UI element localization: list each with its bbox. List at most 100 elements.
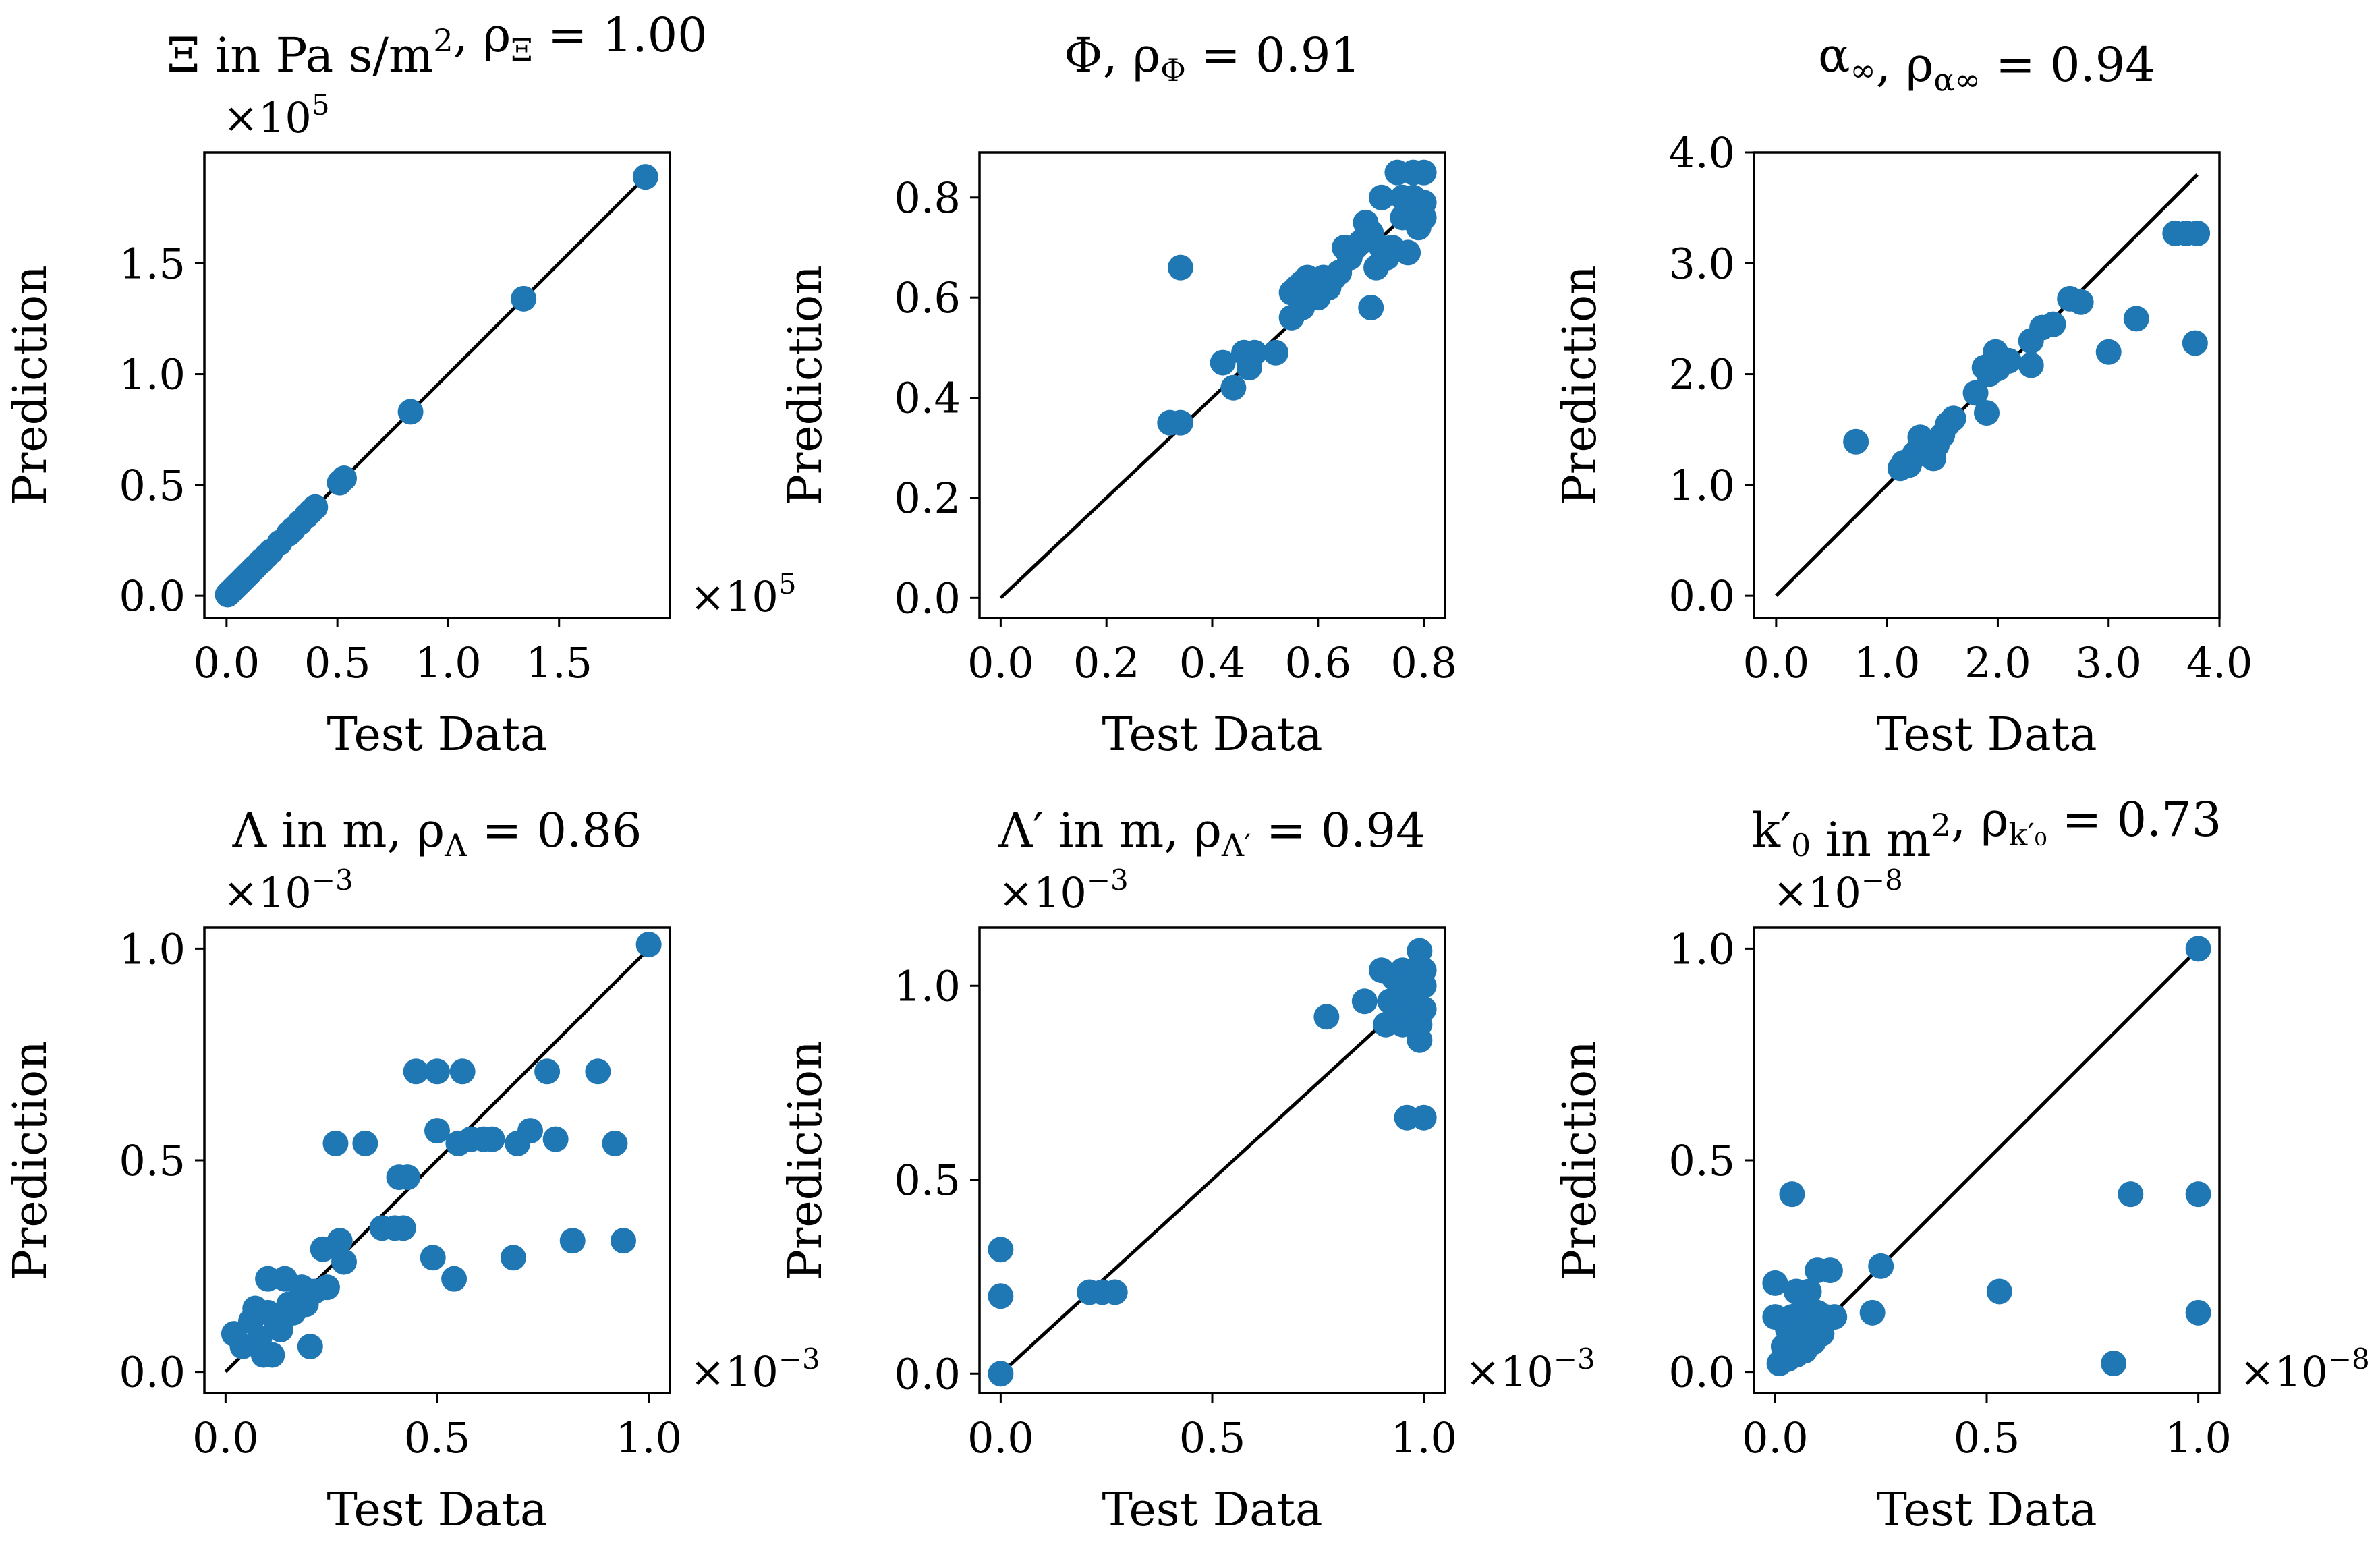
data-point	[1407, 938, 1433, 964]
y-tick-label: 0.0	[894, 573, 961, 623]
data-point	[479, 1126, 505, 1152]
y-tick-label: 0.6	[894, 273, 961, 322]
x-tick-label: 0.2	[1073, 638, 1140, 687]
x-tick-label: 0.6	[1285, 638, 1352, 687]
data-point	[517, 1118, 543, 1144]
x-axis-label: Test Data	[327, 1483, 547, 1537]
y-tick-label: 1.5	[119, 239, 186, 288]
data-point	[1411, 204, 1437, 231]
y-exponent: ×10−8	[1773, 864, 1903, 917]
data-point	[1411, 1104, 1437, 1131]
data-point	[1411, 159, 1437, 186]
plot-frame	[203, 151, 671, 619]
data-point	[1358, 295, 1384, 320]
y-tick-label: 4.0	[1668, 128, 1735, 177]
data-point	[1263, 339, 1289, 366]
data-point	[2068, 289, 2094, 315]
x-axis-label: Test Data	[1102, 1483, 1322, 1537]
data-point	[390, 1215, 416, 1241]
data-point	[632, 164, 658, 190]
identity-line	[1774, 947, 2200, 1374]
y-tick-label: 1.0	[894, 961, 961, 1011]
y-tick-label: 3.0	[1668, 239, 1735, 288]
x-exponent: ×10−3	[690, 1342, 820, 1396]
x-tick-label: 2.0	[1964, 638, 2031, 687]
data-point	[1241, 339, 1268, 366]
scatter-panel-2: Φ, ρΦ = 0.91 0.0 0.2 0.4 0.6 0.8 0.0 0.2 0.4 0.6 0…	[779, 28, 1457, 762]
data-point	[1167, 254, 1193, 281]
data-point	[2185, 936, 2211, 962]
data-point	[420, 1245, 446, 1271]
data-point	[331, 1249, 357, 1275]
y-exponent: ×10−3	[998, 864, 1129, 917]
data-point	[1843, 428, 1869, 455]
y-axis-label: Prediction	[779, 265, 832, 505]
x-tick-label: 3.0	[2075, 638, 2142, 687]
y-tick-label: 0.0	[119, 571, 186, 621]
data-point	[1762, 1270, 1788, 1296]
x-exponent: ×10−8	[2240, 1342, 2370, 1396]
y-tick-label: 1.0	[119, 350, 186, 399]
data-point	[635, 932, 662, 958]
data-point	[2101, 1351, 2127, 1377]
x-tick-label: 1.0	[415, 638, 482, 687]
x-exponent: ×10−3	[1465, 1342, 1595, 1396]
data-point	[500, 1245, 526, 1271]
x-tick-label: 0.8	[1390, 638, 1457, 687]
data-point	[1817, 1257, 1843, 1284]
data-point	[1995, 347, 2022, 374]
data-point	[1313, 1004, 1340, 1030]
x-tick-label: 1.0	[1854, 638, 1921, 687]
data-point	[322, 1130, 349, 1156]
x-tick-label: 0.5	[404, 1413, 471, 1463]
data-point	[1167, 409, 1193, 436]
data-point	[331, 465, 357, 491]
data-point	[988, 1237, 1014, 1263]
x-tick-label: 1.0	[615, 1413, 682, 1463]
y-tick-label: 2.0	[1668, 350, 1735, 399]
y-tick-label: 0.0	[119, 1348, 186, 1397]
data-point	[1859, 1299, 1886, 1326]
data-point	[2185, 1181, 2211, 1208]
panels-group: Ξ in Pa s/m2, ρΞ = 1.000.0 0.5 1.0 1.50.00.…	[4, 7, 2370, 1537]
x-tick-label: 1.5	[526, 638, 592, 687]
x-tick-label: 0.0	[1742, 1413, 1809, 1463]
data-point	[2095, 339, 2122, 365]
data-point	[2123, 306, 2149, 332]
x-tick-label: 0.5	[304, 638, 371, 687]
x-axis-label: Test Data	[1102, 708, 1322, 762]
scatter-panel-3: α∞, ρα∞ = 0.94 0.0 1.0 2.0 3.0 4.0 0.0 1.0 2.0 3.…	[1554, 28, 2252, 762]
y-tick-label: 0.5	[119, 461, 186, 510]
y-exponent: ×105	[223, 88, 330, 142]
data-point	[2118, 1181, 2144, 1208]
data-point	[424, 1058, 450, 1085]
panel-title: α∞, ρα∞ = 0.94	[1818, 28, 2155, 98]
data-point	[2040, 311, 2066, 337]
y-tick-label: 1.0	[1668, 924, 1735, 973]
data-point	[327, 1228, 353, 1254]
x-axis-label: Test Data	[1876, 708, 2097, 762]
y-tick-label: 0.0	[1668, 1348, 1735, 1397]
y-axis-label: Prediction	[779, 1040, 832, 1280]
data-point	[314, 1274, 340, 1301]
y-tick-label: 0.8	[894, 173, 961, 223]
data-point	[988, 1283, 1014, 1309]
scatter-panel-6: k′0 in m2, ρk′₀ = 0.73 0.0 0.5 1.0 0.0 0.5 1.0…	[1554, 792, 2370, 1537]
panel-title: Λ′ in m, ρΛ′ = 0.94	[998, 803, 1425, 864]
data-point	[397, 399, 424, 425]
scatter-panel-1: Ξ in Pa s/m2, ρΞ = 1.00 0.0 0.5 1.0 1.5 0.0 0.…	[4, 7, 797, 762]
y-tick-label: 0.0	[894, 1349, 961, 1398]
y-tick-label: 0.5	[894, 1156, 961, 1205]
y-axis-label: Prediction	[4, 1040, 57, 1280]
data-point	[1210, 349, 1236, 376]
data-point	[1407, 1011, 1433, 1038]
x-exponent: ×105	[690, 567, 797, 621]
x-tick-label: 0.4	[1179, 638, 1246, 687]
y-axis-label: Prediction	[1554, 1040, 1607, 1280]
data-point	[2185, 1299, 2211, 1326]
x-tick-label: 0.0	[967, 638, 1034, 687]
x-axis-label: Test Data	[327, 708, 547, 762]
data-point	[1962, 380, 1989, 406]
data-point	[259, 1342, 285, 1368]
